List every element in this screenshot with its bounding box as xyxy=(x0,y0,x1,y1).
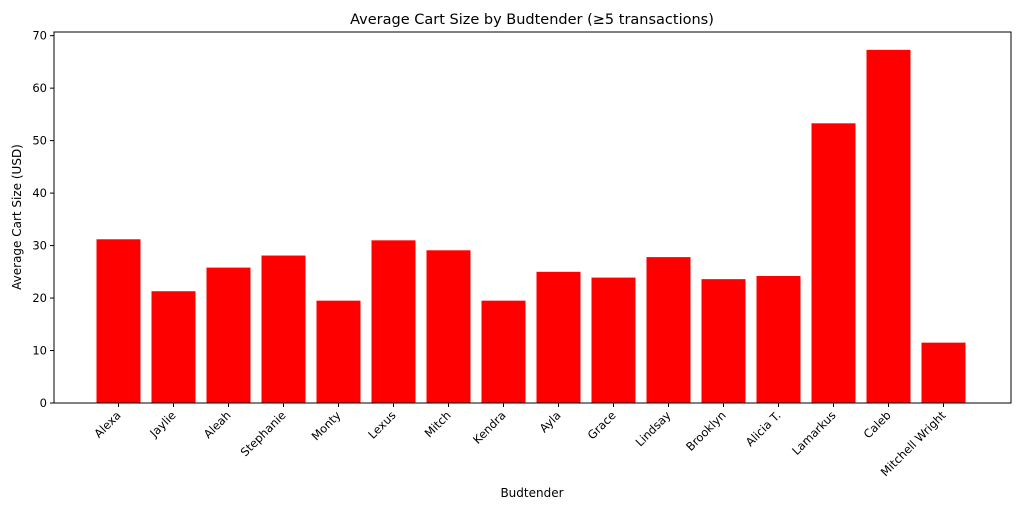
bar-alexa xyxy=(96,239,141,403)
y-tick-label: 40 xyxy=(32,186,47,200)
bar-mitch xyxy=(426,250,471,403)
x-tick-label: Brooklyn xyxy=(683,408,729,454)
bar-mitchell-wright xyxy=(921,342,966,403)
bar-aleah xyxy=(206,267,251,403)
x-tick-label: Lindsay xyxy=(633,408,674,449)
bar-kendra xyxy=(481,300,526,403)
x-tick-label: Alexa xyxy=(91,408,123,440)
y-tick-label: 0 xyxy=(40,396,47,410)
x-tick-label: Caleb xyxy=(861,408,894,441)
y-tick-label: 50 xyxy=(32,134,47,148)
y-tick-label: 60 xyxy=(32,81,47,95)
x-tick-label: Ayla xyxy=(537,408,564,435)
x-tick-label: Aleah xyxy=(201,408,234,441)
bar-monty xyxy=(316,300,361,403)
bar-lindsay xyxy=(646,257,691,403)
x-tick-label: Grace xyxy=(585,408,619,442)
x-tick-label: Kendra xyxy=(470,408,508,446)
bar-stephanie xyxy=(261,255,306,403)
chart-title: Average Cart Size by Budtender (≥5 trans… xyxy=(350,12,714,28)
bar-lamarkus xyxy=(811,123,856,403)
y-tick-label: 30 xyxy=(32,239,47,253)
bar-ayla xyxy=(536,271,581,403)
x-axis-label: Budtender xyxy=(500,486,563,500)
bar-caleb xyxy=(866,49,911,404)
x-tick-label: Jaylie xyxy=(146,408,178,440)
x-tick-label: Lamarkus xyxy=(789,408,839,458)
x-axis: Alexa Jaylie Aleah Stephanie Monty Lexus Mitch… xyxy=(91,403,949,479)
bar-lexus xyxy=(371,240,416,403)
plot-frame xyxy=(53,31,1012,404)
bar-alicia-t xyxy=(756,276,801,403)
bar-brooklyn xyxy=(701,279,746,403)
x-tick-label: Mitch xyxy=(422,408,454,440)
x-tick-label: Monty xyxy=(309,408,344,443)
y-axis: 0 10 20 30 40 50 60 70 xyxy=(32,29,54,410)
x-tick-label: Alicia T. xyxy=(743,408,784,449)
bar-grace xyxy=(591,277,636,403)
y-tick-label: 20 xyxy=(32,291,47,305)
y-axis-label: Average Cart Size (USD) xyxy=(10,144,24,290)
x-tick-label: Lexus xyxy=(365,408,398,441)
bar-jaylie xyxy=(151,291,196,403)
bars-group xyxy=(96,49,966,404)
x-tick-label: Stephanie xyxy=(238,408,289,459)
y-tick-label: 70 xyxy=(32,29,47,43)
y-tick-label: 10 xyxy=(32,344,47,358)
